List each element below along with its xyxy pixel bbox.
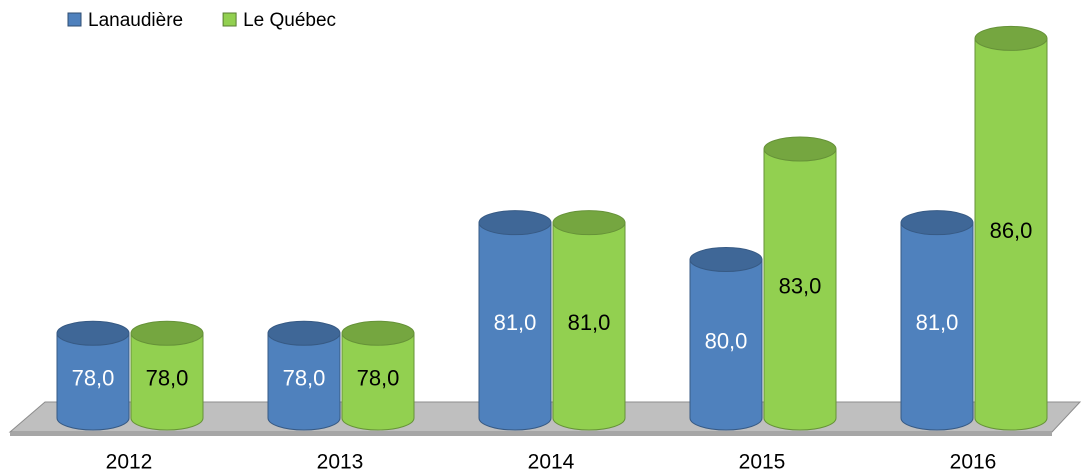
floor-edge bbox=[10, 432, 1052, 436]
bar-part bbox=[552, 210, 626, 236]
value-label: 81,0 bbox=[568, 310, 611, 335]
bar bbox=[900, 210, 974, 431]
value-label: 81,0 bbox=[494, 310, 537, 335]
legend-label: Lanaudière bbox=[88, 10, 183, 31]
bar-part bbox=[56, 320, 130, 346]
bar bbox=[974, 25, 1048, 431]
bar-part bbox=[130, 320, 204, 346]
bar-part bbox=[974, 25, 1048, 51]
bar-part bbox=[974, 37, 1048, 431]
bar-part bbox=[900, 210, 974, 236]
bar bbox=[478, 210, 552, 431]
x-tick-label: 2016 bbox=[950, 451, 997, 474]
x-tick-label: 2013 bbox=[317, 451, 364, 474]
bar bbox=[341, 320, 415, 431]
bar-part bbox=[478, 222, 552, 431]
bar bbox=[56, 320, 130, 431]
bar-part bbox=[130, 332, 204, 431]
bar bbox=[552, 210, 626, 431]
legend-swatch bbox=[222, 12, 237, 27]
bar-part bbox=[689, 259, 763, 431]
value-label: 86,0 bbox=[990, 218, 1033, 243]
x-tick-label: 2015 bbox=[739, 451, 786, 474]
bar bbox=[267, 320, 341, 431]
legend-label: Le Québec bbox=[243, 10, 336, 31]
value-label: 83,0 bbox=[779, 273, 822, 298]
value-label: 81,0 bbox=[916, 310, 959, 335]
bar-part bbox=[763, 148, 837, 431]
bar-part bbox=[900, 222, 974, 431]
x-tick-label: 2012 bbox=[106, 451, 153, 474]
bar-part bbox=[763, 136, 837, 162]
bar bbox=[763, 136, 837, 431]
bar-part bbox=[341, 320, 415, 346]
bar-part bbox=[552, 222, 626, 431]
value-label: 78,0 bbox=[357, 365, 400, 390]
bar-part bbox=[267, 320, 341, 346]
bar-part bbox=[478, 210, 552, 236]
bar bbox=[130, 320, 204, 431]
bar-part bbox=[341, 332, 415, 431]
value-label: 78,0 bbox=[283, 365, 326, 390]
bar-part bbox=[56, 332, 130, 431]
bar bbox=[689, 247, 763, 431]
value-label: 78,0 bbox=[146, 365, 189, 390]
x-tick-label: 2014 bbox=[528, 451, 575, 474]
legend-swatch bbox=[67, 12, 82, 27]
value-label: 80,0 bbox=[705, 329, 748, 354]
bar-part bbox=[689, 247, 763, 273]
value-label: 78,0 bbox=[72, 365, 115, 390]
bar-part bbox=[267, 332, 341, 431]
